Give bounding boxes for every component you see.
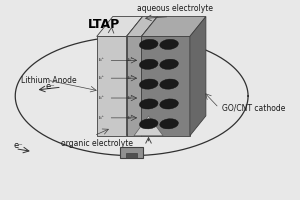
Polygon shape (190, 17, 206, 136)
Polygon shape (97, 36, 127, 136)
Text: GO/CNT cathode: GO/CNT cathode (222, 103, 285, 112)
Ellipse shape (140, 99, 158, 109)
Polygon shape (127, 17, 142, 136)
Text: Li⁺: Li⁺ (98, 116, 104, 120)
Text: Lithium Anode: Lithium Anode (21, 76, 77, 85)
Text: organic electrolyte: organic electrolyte (61, 139, 133, 148)
Polygon shape (120, 147, 143, 158)
Ellipse shape (140, 39, 158, 49)
Polygon shape (134, 116, 163, 136)
Text: LTAP: LTAP (88, 18, 120, 31)
Text: Li⁺: Li⁺ (128, 76, 134, 80)
Ellipse shape (160, 119, 178, 129)
Ellipse shape (160, 99, 178, 109)
Text: aqueous electrolyte: aqueous electrolyte (137, 4, 213, 13)
Ellipse shape (160, 79, 178, 89)
Polygon shape (141, 17, 206, 36)
Text: $\mathbf{O_2}$: $\mathbf{O_2}$ (121, 147, 136, 161)
Ellipse shape (140, 119, 158, 129)
Ellipse shape (140, 59, 158, 69)
Text: Li⁺: Li⁺ (98, 76, 104, 80)
Polygon shape (97, 17, 142, 36)
Polygon shape (126, 153, 137, 158)
Polygon shape (141, 17, 158, 136)
Text: e⁻: e⁻ (45, 82, 55, 91)
Text: Li⁺: Li⁺ (98, 58, 104, 62)
Polygon shape (127, 17, 158, 36)
Text: Li⁺: Li⁺ (98, 96, 104, 100)
Polygon shape (127, 36, 141, 136)
Ellipse shape (140, 79, 158, 89)
Ellipse shape (160, 39, 178, 49)
Ellipse shape (160, 59, 178, 69)
Polygon shape (141, 36, 190, 136)
Text: Li⁺: Li⁺ (128, 58, 134, 62)
Text: Li⁺: Li⁺ (128, 96, 134, 100)
Text: e⁻: e⁻ (13, 141, 23, 150)
Text: Li⁺: Li⁺ (128, 116, 134, 120)
